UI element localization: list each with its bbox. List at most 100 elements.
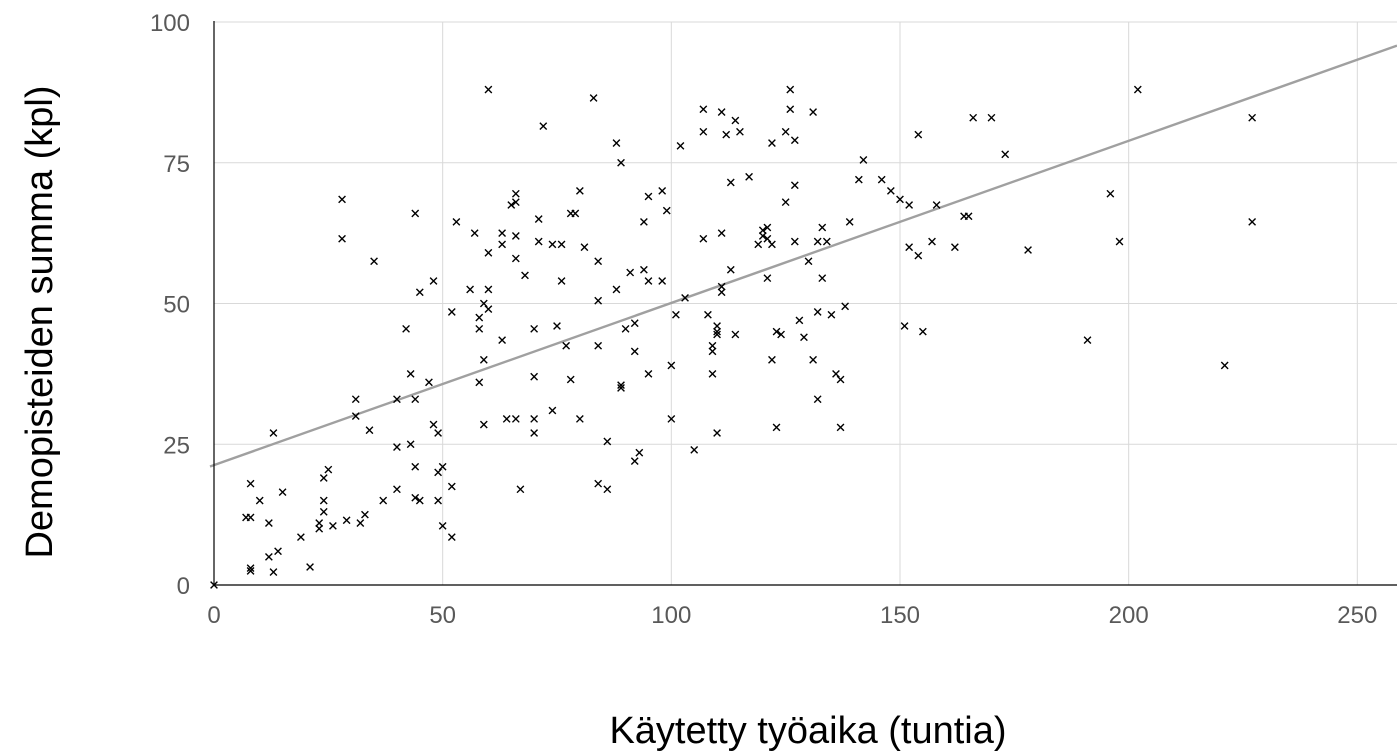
data-point xyxy=(371,258,378,265)
data-point xyxy=(970,114,977,121)
data-point xyxy=(878,176,885,183)
data-point xyxy=(265,520,272,527)
data-point xyxy=(814,309,821,316)
data-point xyxy=(814,238,821,245)
data-point xyxy=(325,466,332,473)
data-point xyxy=(320,475,327,482)
data-point xyxy=(403,325,410,332)
data-point xyxy=(448,534,455,541)
data-point xyxy=(279,489,286,496)
data-point xyxy=(801,334,808,341)
data-point xyxy=(796,317,803,324)
data-point xyxy=(485,86,492,93)
data-point xyxy=(915,252,922,259)
data-point xyxy=(659,278,666,285)
data-point xyxy=(407,370,414,377)
data-point xyxy=(631,320,638,327)
data-point xyxy=(522,272,529,279)
data-point xyxy=(787,106,794,113)
data-point xyxy=(476,379,483,386)
data-point xyxy=(480,356,487,363)
data-point xyxy=(732,331,739,338)
data-point xyxy=(590,95,597,102)
data-point xyxy=(691,446,698,453)
data-point xyxy=(727,266,734,273)
data-point xyxy=(951,244,958,251)
data-point xyxy=(700,235,707,242)
data-point xyxy=(929,238,936,245)
data-point xyxy=(549,241,556,248)
data-point xyxy=(1084,337,1091,344)
data-point xyxy=(727,179,734,186)
data-point xyxy=(595,342,602,349)
data-point xyxy=(622,325,629,332)
data-point xyxy=(339,235,346,242)
data-point xyxy=(764,275,771,282)
data-point xyxy=(1107,190,1114,197)
data-point xyxy=(576,416,583,423)
data-point xyxy=(430,278,437,285)
data-point xyxy=(412,396,419,403)
data-point xyxy=(362,511,369,518)
data-point xyxy=(247,514,254,521)
x-tick-label: 100 xyxy=(651,602,691,629)
data-point xyxy=(307,564,314,571)
data-point xyxy=(512,255,519,262)
data-point xyxy=(645,370,652,377)
data-point xyxy=(769,356,776,363)
data-points xyxy=(211,86,1256,588)
y-axis-title: Demopisteiden summa (kpl) xyxy=(19,85,61,558)
data-point xyxy=(709,370,716,377)
data-point xyxy=(769,140,776,147)
data-point xyxy=(426,379,433,386)
data-point xyxy=(517,486,524,493)
data-point xyxy=(791,238,798,245)
data-point xyxy=(435,469,442,476)
data-point xyxy=(833,370,840,377)
data-point xyxy=(558,278,565,285)
data-point xyxy=(540,123,547,130)
x-tick-label: 50 xyxy=(429,602,456,629)
data-point xyxy=(819,275,826,282)
data-point xyxy=(814,396,821,403)
data-point xyxy=(531,373,538,380)
data-point xyxy=(645,193,652,200)
data-point xyxy=(366,427,373,434)
data-point xyxy=(1116,238,1123,245)
data-point xyxy=(531,325,538,332)
data-point xyxy=(471,230,478,237)
data-point xyxy=(595,258,602,265)
data-point xyxy=(837,424,844,431)
data-point xyxy=(352,396,359,403)
data-point xyxy=(476,325,483,332)
data-point xyxy=(558,241,565,248)
data-point xyxy=(810,356,817,363)
data-point xyxy=(837,376,844,383)
data-point xyxy=(476,314,483,321)
data-point xyxy=(906,202,913,209)
data-point xyxy=(631,458,638,465)
data-point xyxy=(316,520,323,527)
data-point xyxy=(673,311,680,318)
data-point xyxy=(265,553,272,560)
data-point xyxy=(810,109,817,116)
data-point xyxy=(485,286,492,293)
x-tick-label: 200 xyxy=(1109,602,1149,629)
data-point xyxy=(718,230,725,237)
data-point xyxy=(412,463,419,470)
data-point xyxy=(416,289,423,296)
data-point xyxy=(563,342,570,349)
x-tick-label: 0 xyxy=(207,602,220,629)
data-point xyxy=(640,218,647,225)
data-point xyxy=(901,323,908,330)
data-point xyxy=(846,218,853,225)
data-point xyxy=(430,421,437,428)
data-point xyxy=(791,182,798,189)
data-point xyxy=(581,244,588,251)
data-point xyxy=(828,311,835,318)
data-point xyxy=(773,424,780,431)
data-point xyxy=(782,199,789,206)
data-point xyxy=(636,449,643,456)
data-point xyxy=(855,176,862,183)
data-point xyxy=(737,128,744,135)
